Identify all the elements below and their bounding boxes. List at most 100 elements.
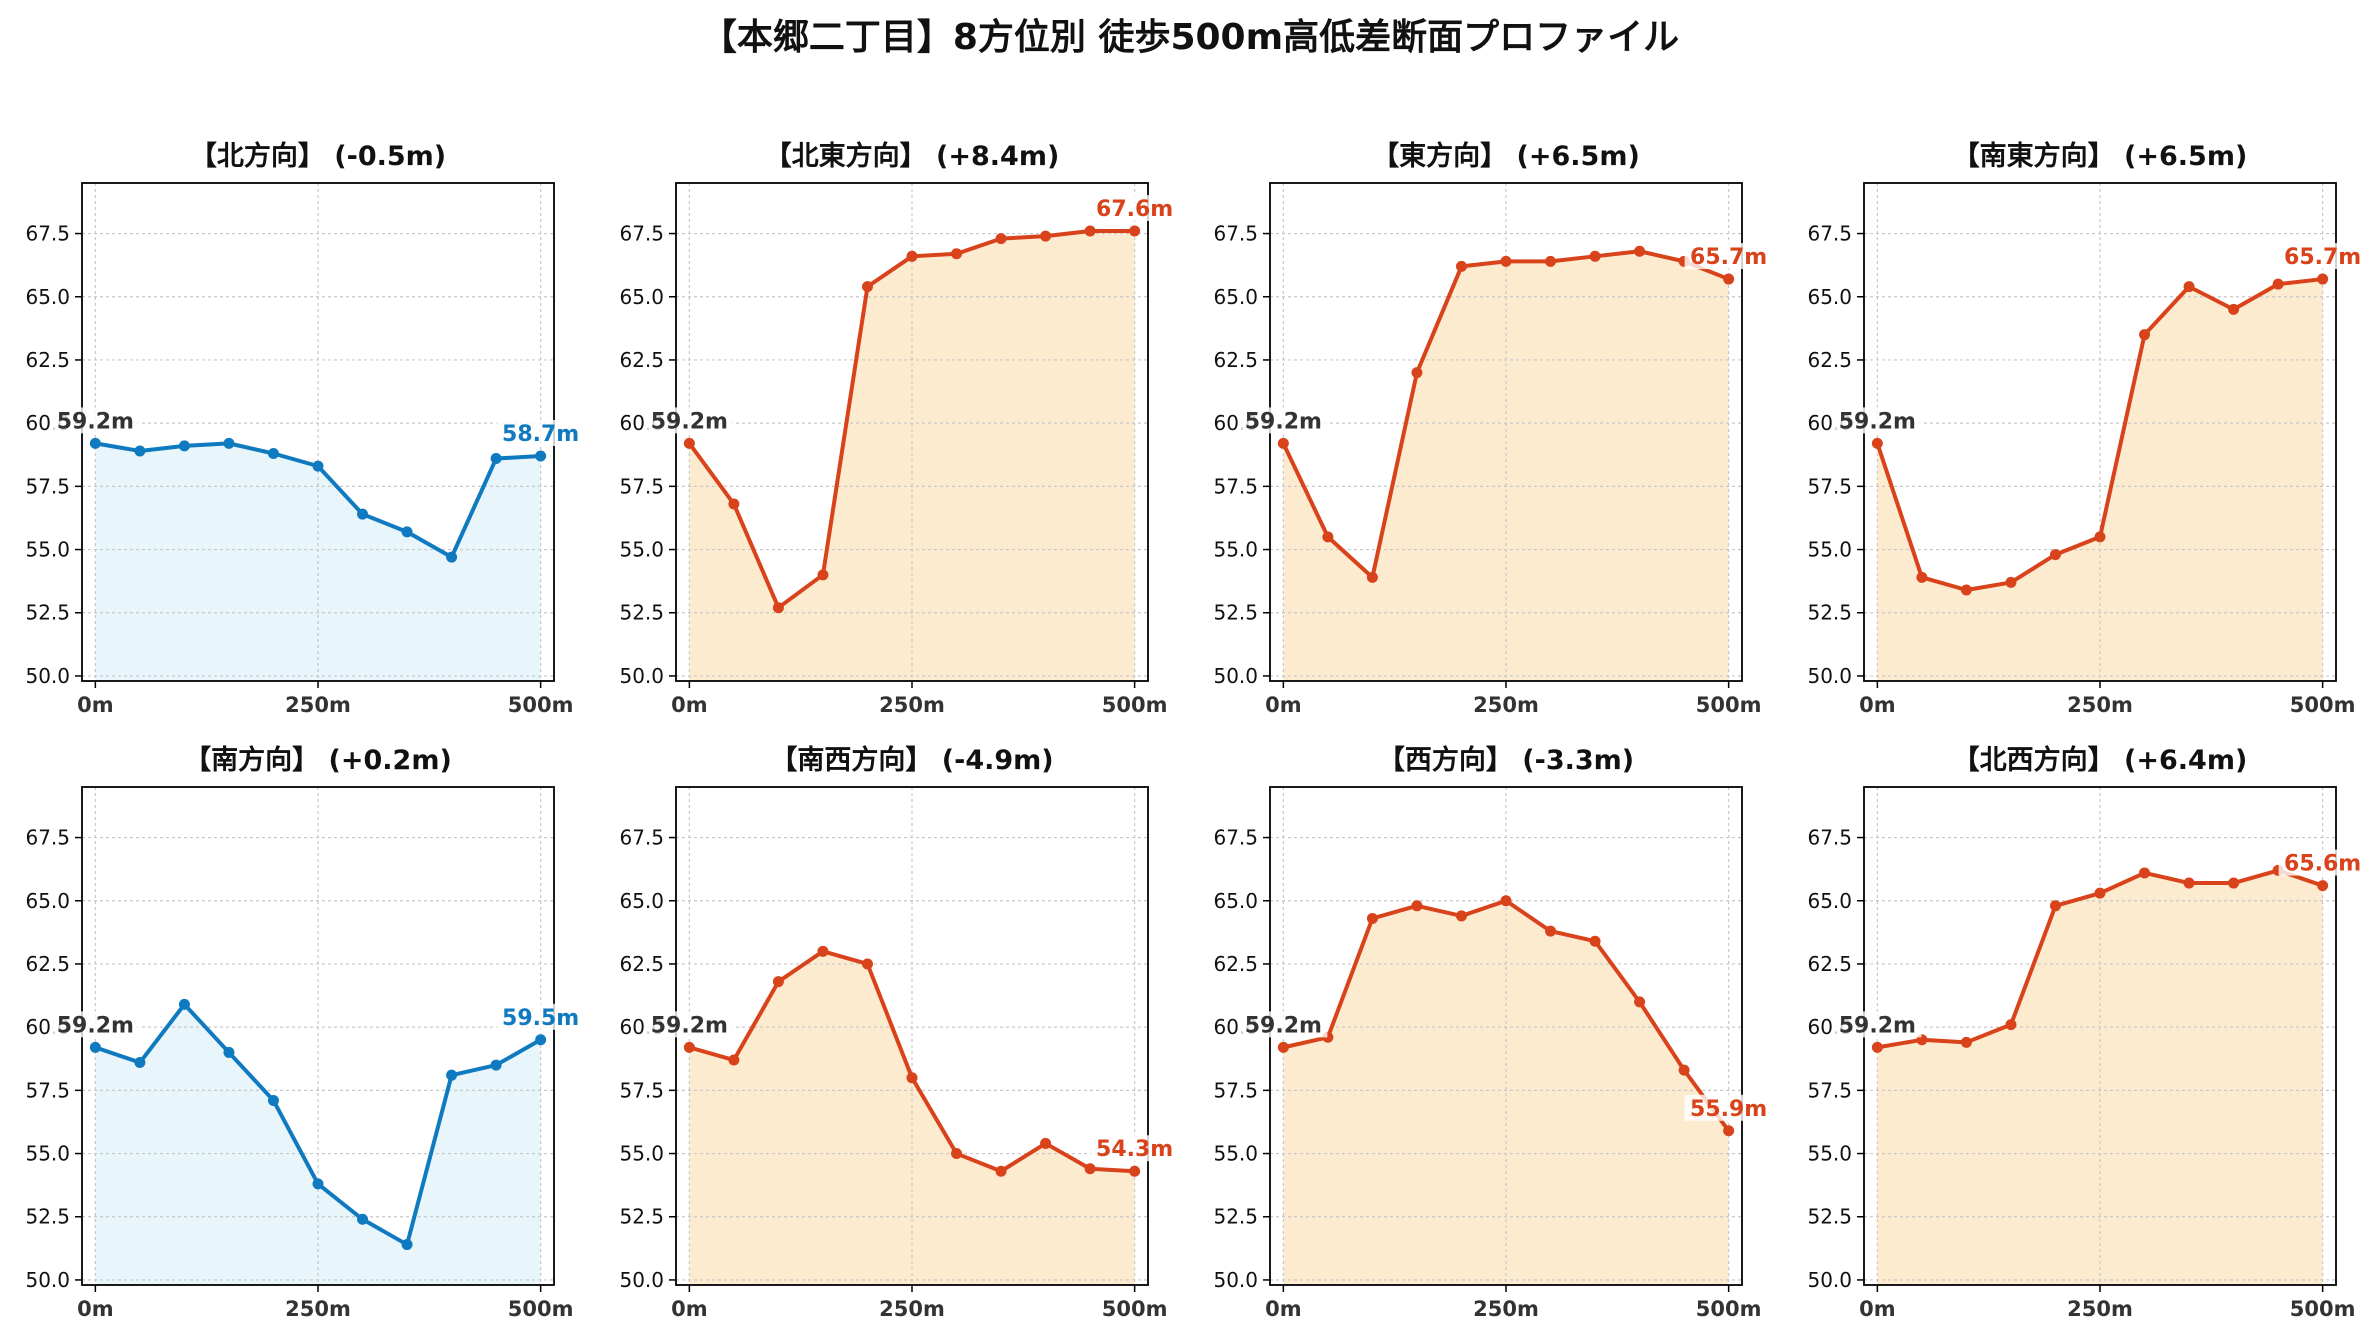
y-tick-label: 67.5 bbox=[619, 826, 664, 850]
data-point bbox=[134, 445, 146, 457]
x-tick-label: 250m bbox=[879, 693, 945, 717]
data-point bbox=[1871, 437, 1883, 449]
subplot-title: 【南東方向】 (+6.5m) bbox=[1953, 140, 2248, 172]
end-elevation-label: 58.7m bbox=[502, 422, 579, 447]
data-point bbox=[178, 998, 190, 1010]
y-tick-label: 57.5 bbox=[619, 1078, 664, 1102]
data-point bbox=[1322, 531, 1334, 543]
y-tick-label: 57.5 bbox=[1213, 474, 1258, 498]
y-tick-label: 65.0 bbox=[1213, 889, 1258, 913]
end-label-bg bbox=[496, 420, 585, 447]
data-point bbox=[1634, 996, 1646, 1008]
data-point bbox=[1455, 910, 1467, 922]
y-tick-label: 57.5 bbox=[1213, 1078, 1258, 1102]
data-point bbox=[1723, 273, 1735, 285]
subplot-title: 【西方向】 (-3.3m) bbox=[1378, 744, 1634, 776]
y-tick-label: 52.5 bbox=[619, 601, 664, 625]
data-point bbox=[2094, 531, 2106, 543]
data-point bbox=[2228, 877, 2240, 889]
end-label-bg bbox=[2278, 243, 2367, 270]
y-tick-label: 57.5 bbox=[1807, 474, 1852, 498]
data-point bbox=[995, 1165, 1007, 1177]
data-point bbox=[906, 250, 918, 262]
y-tick-label: 55.0 bbox=[619, 1142, 664, 1166]
end-label-bg bbox=[1090, 1135, 1179, 1162]
x-tick-label: 500m bbox=[2290, 693, 2356, 717]
x-tick-label: 500m bbox=[1696, 693, 1762, 717]
x-tick-label: 500m bbox=[2290, 1297, 2356, 1321]
subplot-title: 【東方向】 (+6.5m) bbox=[1372, 140, 1640, 172]
y-tick-label: 62.5 bbox=[619, 348, 664, 372]
data-point bbox=[2317, 273, 2329, 285]
data-point bbox=[490, 453, 502, 465]
data-point bbox=[2005, 1019, 2017, 1031]
subplot-1: 【北東方向】 (+8.4m)50.052.555.057.560.062.565… bbox=[619, 140, 1179, 717]
data-point bbox=[357, 508, 369, 520]
data-point bbox=[1871, 1041, 1883, 1053]
data-point bbox=[1723, 1125, 1735, 1137]
y-tick-label: 65.0 bbox=[619, 889, 664, 913]
start-elevation-label: 59.2m bbox=[1839, 1013, 1916, 1038]
y-tick-label: 62.5 bbox=[25, 952, 70, 976]
subplot-title: 【北西方向】 (+6.4m) bbox=[1953, 744, 2248, 776]
x-tick-label: 500m bbox=[1102, 693, 1168, 717]
x-tick-label: 0m bbox=[1859, 693, 1896, 717]
y-tick-label: 55.0 bbox=[25, 538, 70, 562]
data-point bbox=[683, 437, 695, 449]
data-point bbox=[1916, 571, 1928, 583]
data-point bbox=[401, 526, 413, 538]
data-point bbox=[1366, 571, 1378, 583]
subplot-7: 【北西方向】 (+6.4m)50.052.555.057.560.062.565… bbox=[1807, 744, 2367, 1321]
data-point bbox=[861, 958, 873, 970]
y-tick-label: 62.5 bbox=[1213, 348, 1258, 372]
start-label-bg bbox=[1239, 1011, 1328, 1038]
data-point bbox=[312, 1178, 324, 1190]
subplot-title: 【南方向】 (+0.2m) bbox=[184, 744, 452, 776]
data-point bbox=[951, 248, 963, 260]
y-tick-label: 52.5 bbox=[1213, 1205, 1258, 1229]
x-tick-label: 250m bbox=[285, 1297, 351, 1321]
subplot-6: 【西方向】 (-3.3m)50.052.555.057.560.062.565.… bbox=[1213, 744, 1773, 1321]
data-point bbox=[1366, 912, 1378, 924]
y-tick-label: 62.5 bbox=[25, 348, 70, 372]
y-tick-label: 67.5 bbox=[1807, 826, 1852, 850]
start-elevation-label: 59.2m bbox=[1839, 409, 1916, 434]
data-point bbox=[490, 1059, 502, 1071]
data-point bbox=[89, 437, 101, 449]
end-label-bg bbox=[2278, 849, 2367, 876]
start-elevation-label: 59.2m bbox=[57, 409, 134, 434]
data-point bbox=[1589, 935, 1601, 947]
data-point bbox=[1411, 900, 1423, 912]
data-point bbox=[1084, 225, 1096, 237]
subplot-2: 【東方向】 (+6.5m)50.052.555.057.560.062.565.… bbox=[1213, 140, 1773, 717]
data-point bbox=[2094, 887, 2106, 899]
area-fill bbox=[95, 1004, 541, 1285]
data-point bbox=[2183, 281, 2195, 293]
x-tick-label: 0m bbox=[1859, 1297, 1896, 1321]
y-tick-label: 50.0 bbox=[25, 1268, 70, 1292]
y-tick-label: 67.5 bbox=[1213, 222, 1258, 246]
data-point bbox=[535, 450, 547, 462]
data-point bbox=[223, 437, 235, 449]
y-tick-label: 65.0 bbox=[25, 889, 70, 913]
subplot-3: 【南東方向】 (+6.5m)50.052.555.057.560.062.565… bbox=[1807, 140, 2367, 717]
end-elevation-label: 55.9m bbox=[1690, 1097, 1767, 1122]
data-point bbox=[906, 1072, 918, 1084]
y-tick-label: 50.0 bbox=[25, 664, 70, 688]
data-point bbox=[1040, 230, 1052, 242]
data-point bbox=[728, 498, 740, 510]
data-point bbox=[1545, 255, 1557, 267]
y-tick-label: 57.5 bbox=[25, 1078, 70, 1102]
y-tick-label: 67.5 bbox=[1807, 222, 1852, 246]
subplot-title: 【北方向】 (-0.5m) bbox=[190, 140, 446, 172]
y-tick-label: 62.5 bbox=[1807, 348, 1852, 372]
data-point bbox=[2183, 877, 2195, 889]
y-tick-label: 50.0 bbox=[1213, 664, 1258, 688]
x-tick-label: 500m bbox=[1696, 1297, 1762, 1321]
x-tick-label: 0m bbox=[671, 1297, 708, 1321]
y-tick-label: 62.5 bbox=[1807, 952, 1852, 976]
data-point bbox=[1545, 925, 1557, 937]
data-point bbox=[312, 460, 324, 472]
x-tick-label: 0m bbox=[77, 1297, 114, 1321]
data-point bbox=[683, 1041, 695, 1053]
